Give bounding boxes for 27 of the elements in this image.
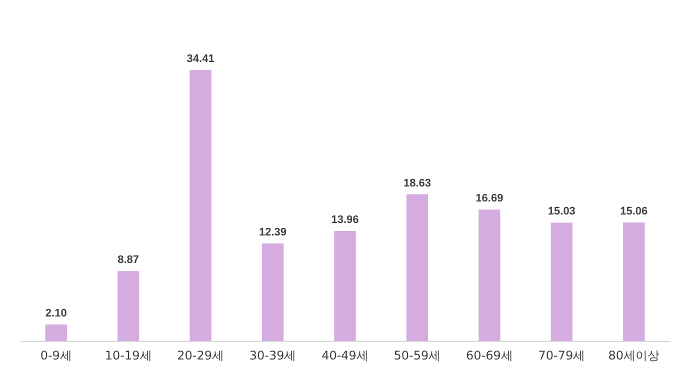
bar [478,210,500,341]
data-label: 13.96 [331,214,359,226]
data-label: 18.63 [403,177,431,190]
data-label: 2.10 [45,307,67,320]
x-tick-label: 10-19세 [104,348,152,362]
bar [550,222,572,341]
bar [262,243,284,341]
x-tick-label: 40-49세 [322,348,368,362]
bar [190,70,212,341]
bar [623,222,645,341]
x-tick-label: 70-79세 [538,348,586,362]
data-label: 8.87 [118,254,140,266]
x-tick-label: 50-59세 [394,348,441,362]
bar [118,271,140,341]
data-label: 15.03 [548,206,576,218]
data-label: 34.41 [186,53,214,65]
data-label: 12.39 [259,226,287,238]
x-tick-label: 30-39세 [249,348,296,362]
x-tick-label: 20-29세 [177,348,224,362]
bar [334,231,356,341]
x-tick-label: 80세이상 [608,348,660,362]
x-tick-label: 60-69세 [466,348,513,362]
bar [406,194,428,341]
bar [45,324,67,341]
data-label: 16.69 [476,192,504,205]
data-label: 15.06 [620,205,648,218]
x-tick-label: 0-9세 [40,348,72,362]
